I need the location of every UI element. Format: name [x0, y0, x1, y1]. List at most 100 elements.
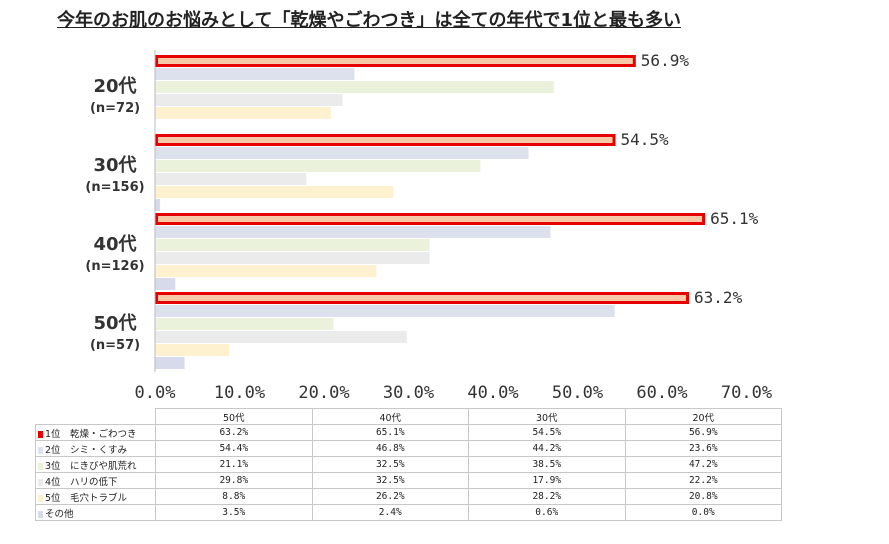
bar: [155, 318, 334, 330]
table-cell: 44.2%: [468, 440, 626, 457]
table-row: 2位 シミ・くすみ 54.4% 46.8% 44.2% 23.6%: [35, 440, 782, 457]
table-cell: 63.2%: [155, 424, 313, 441]
bar: [155, 107, 331, 119]
table-cell: 54.5%: [468, 424, 626, 441]
table-cell: 32.5%: [311, 472, 469, 489]
table-cell: 47.2%: [624, 456, 782, 473]
x-axis-ticks: 0.0% 10.0% 20.0% 30.0% 40.0% 50.0% 60.0% 70.0%: [135, 383, 773, 403]
bar: [155, 252, 430, 264]
category-n-label: (n=72): [90, 101, 140, 116]
category-n-label: (n=126): [85, 259, 144, 274]
bar: [155, 213, 706, 225]
table-cell: 3.5%: [155, 504, 313, 521]
bar: [155, 226, 551, 238]
table-corner: [35, 408, 156, 425]
category-labels: 20代 (n=72) 30代 (n=156) 40代 (n=126) 50代 (n=57): [85, 76, 144, 353]
bars-layer: 56.9% 54.5% 65.1% 63.2%: [155, 51, 759, 369]
bar: [155, 160, 481, 172]
table-cell: 17.9%: [468, 472, 626, 489]
bar: [155, 265, 377, 277]
bar: [155, 68, 355, 80]
legend-label: 5位 毛穴トラブル: [45, 492, 128, 504]
table-cell: 28.2%: [468, 488, 626, 505]
table-row: 1位 乾燥・ごわつき 63.2% 65.1% 54.5% 56.9%: [35, 424, 782, 441]
x-tick-label: 70.0%: [721, 383, 772, 403]
category-n-label: (n=57): [90, 338, 140, 353]
table-col-header: 30代: [468, 408, 626, 425]
table-cell: 32.5%: [311, 456, 469, 473]
table-cell: 0.0%: [624, 504, 782, 521]
bar: [155, 305, 615, 317]
table-cell: 2.4%: [311, 504, 469, 521]
table-cell: 26.2%: [311, 488, 469, 505]
category-label: 40代: [93, 234, 136, 255]
bar: [155, 94, 343, 106]
table-cell: 65.1%: [311, 424, 469, 441]
bar: [155, 173, 307, 185]
table-cell: 56.9%: [624, 424, 782, 441]
data-label: 54.5%: [621, 130, 670, 149]
bar: [155, 134, 616, 146]
bar: [155, 357, 185, 369]
table-cell: 22.2%: [624, 472, 782, 489]
bar: [155, 278, 176, 290]
category-label: 30代: [93, 155, 136, 176]
table-cell: 20.8%: [624, 488, 782, 505]
table-cell: 29.8%: [155, 472, 313, 489]
legend-label: 2位 シミ・くすみ: [45, 444, 128, 456]
category-label: 20代: [93, 76, 136, 97]
category-n-label: (n=156): [85, 180, 144, 195]
bar: [155, 331, 407, 343]
x-tick-label: 50.0%: [552, 383, 603, 403]
table-cell: 46.8%: [311, 440, 469, 457]
table-col-header: 20代: [624, 408, 782, 425]
table-row: 5位 毛穴トラブル 8.8% 26.2% 28.2% 20.8%: [35, 488, 782, 505]
legend-key: [38, 478, 43, 486]
table-cell: 21.1%: [155, 456, 313, 473]
legend-label: 1位 乾燥・ごわつき: [45, 428, 137, 440]
table-cell: 0.6%: [468, 504, 626, 521]
chart-title: 今年のお肌のお悩みとして「乾燥やごわつき」は全ての年代で1位と最も多い: [57, 10, 681, 31]
bar-chart: 56.9% 54.5% 65.1% 63.2% 0.0% 10.0% 20.0% 30.0%…: [85, 50, 773, 403]
table-col-header: 50代: [155, 408, 313, 425]
legend-key: [38, 494, 43, 502]
x-tick-label: 20.0%: [298, 383, 349, 403]
legend-key: [38, 462, 43, 470]
legend-cell: 1位 乾燥・ごわつき: [35, 424, 156, 441]
legend-key: [38, 446, 43, 454]
bar: [155, 186, 394, 198]
legend-label: その他: [45, 508, 74, 520]
category-label: 50代: [93, 313, 136, 334]
x-tick-label: 10.0%: [214, 383, 265, 403]
data-label: 56.9%: [641, 51, 690, 70]
legend-key: [38, 510, 43, 518]
legend-label: 4位 ハリの低下: [45, 476, 118, 488]
bar: [155, 344, 230, 356]
table-header-row: 50代 40代 30代 20代: [35, 408, 782, 425]
legend-cell: その他: [35, 504, 156, 521]
bar: [155, 55, 636, 67]
data-label: 63.2%: [694, 288, 743, 307]
data-table: 50代 40代 30代 20代 1位 乾燥・ごわつき 63.2% 65.1% 54.5…: [35, 408, 782, 521]
legend-cell: 5位 毛穴トラブル: [35, 488, 156, 505]
table-cell: 38.5%: [468, 456, 626, 473]
x-tick-label: 0.0%: [135, 383, 176, 403]
table-row: その他 3.5% 2.4% 0.6% 0.0%: [35, 504, 782, 521]
legend-cell: 2位 シミ・くすみ: [35, 440, 156, 457]
x-tick-label: 30.0%: [383, 383, 434, 403]
legend-key: [38, 430, 43, 438]
table-row: 4位 ハリの低下 29.8% 32.5% 17.9% 22.2%: [35, 472, 782, 489]
table-body: 1位 乾燥・ごわつき 63.2% 65.1% 54.5% 56.9% 2位 シミ・くすみ 5…: [35, 424, 782, 521]
bar: [155, 81, 554, 93]
table-cell: 8.8%: [155, 488, 313, 505]
bar: [155, 239, 430, 251]
bar: [155, 147, 529, 159]
table-col-header: 40代: [311, 408, 469, 425]
table-cell: 54.4%: [155, 440, 313, 457]
x-tick-label: 40.0%: [467, 383, 518, 403]
table-cell: 23.6%: [624, 440, 782, 457]
data-label: 65.1%: [710, 209, 759, 228]
table-row: 3位 にきびや肌荒れ 21.1% 32.5% 38.5% 47.2%: [35, 456, 782, 473]
bar: [155, 292, 690, 304]
bar: [155, 199, 161, 211]
